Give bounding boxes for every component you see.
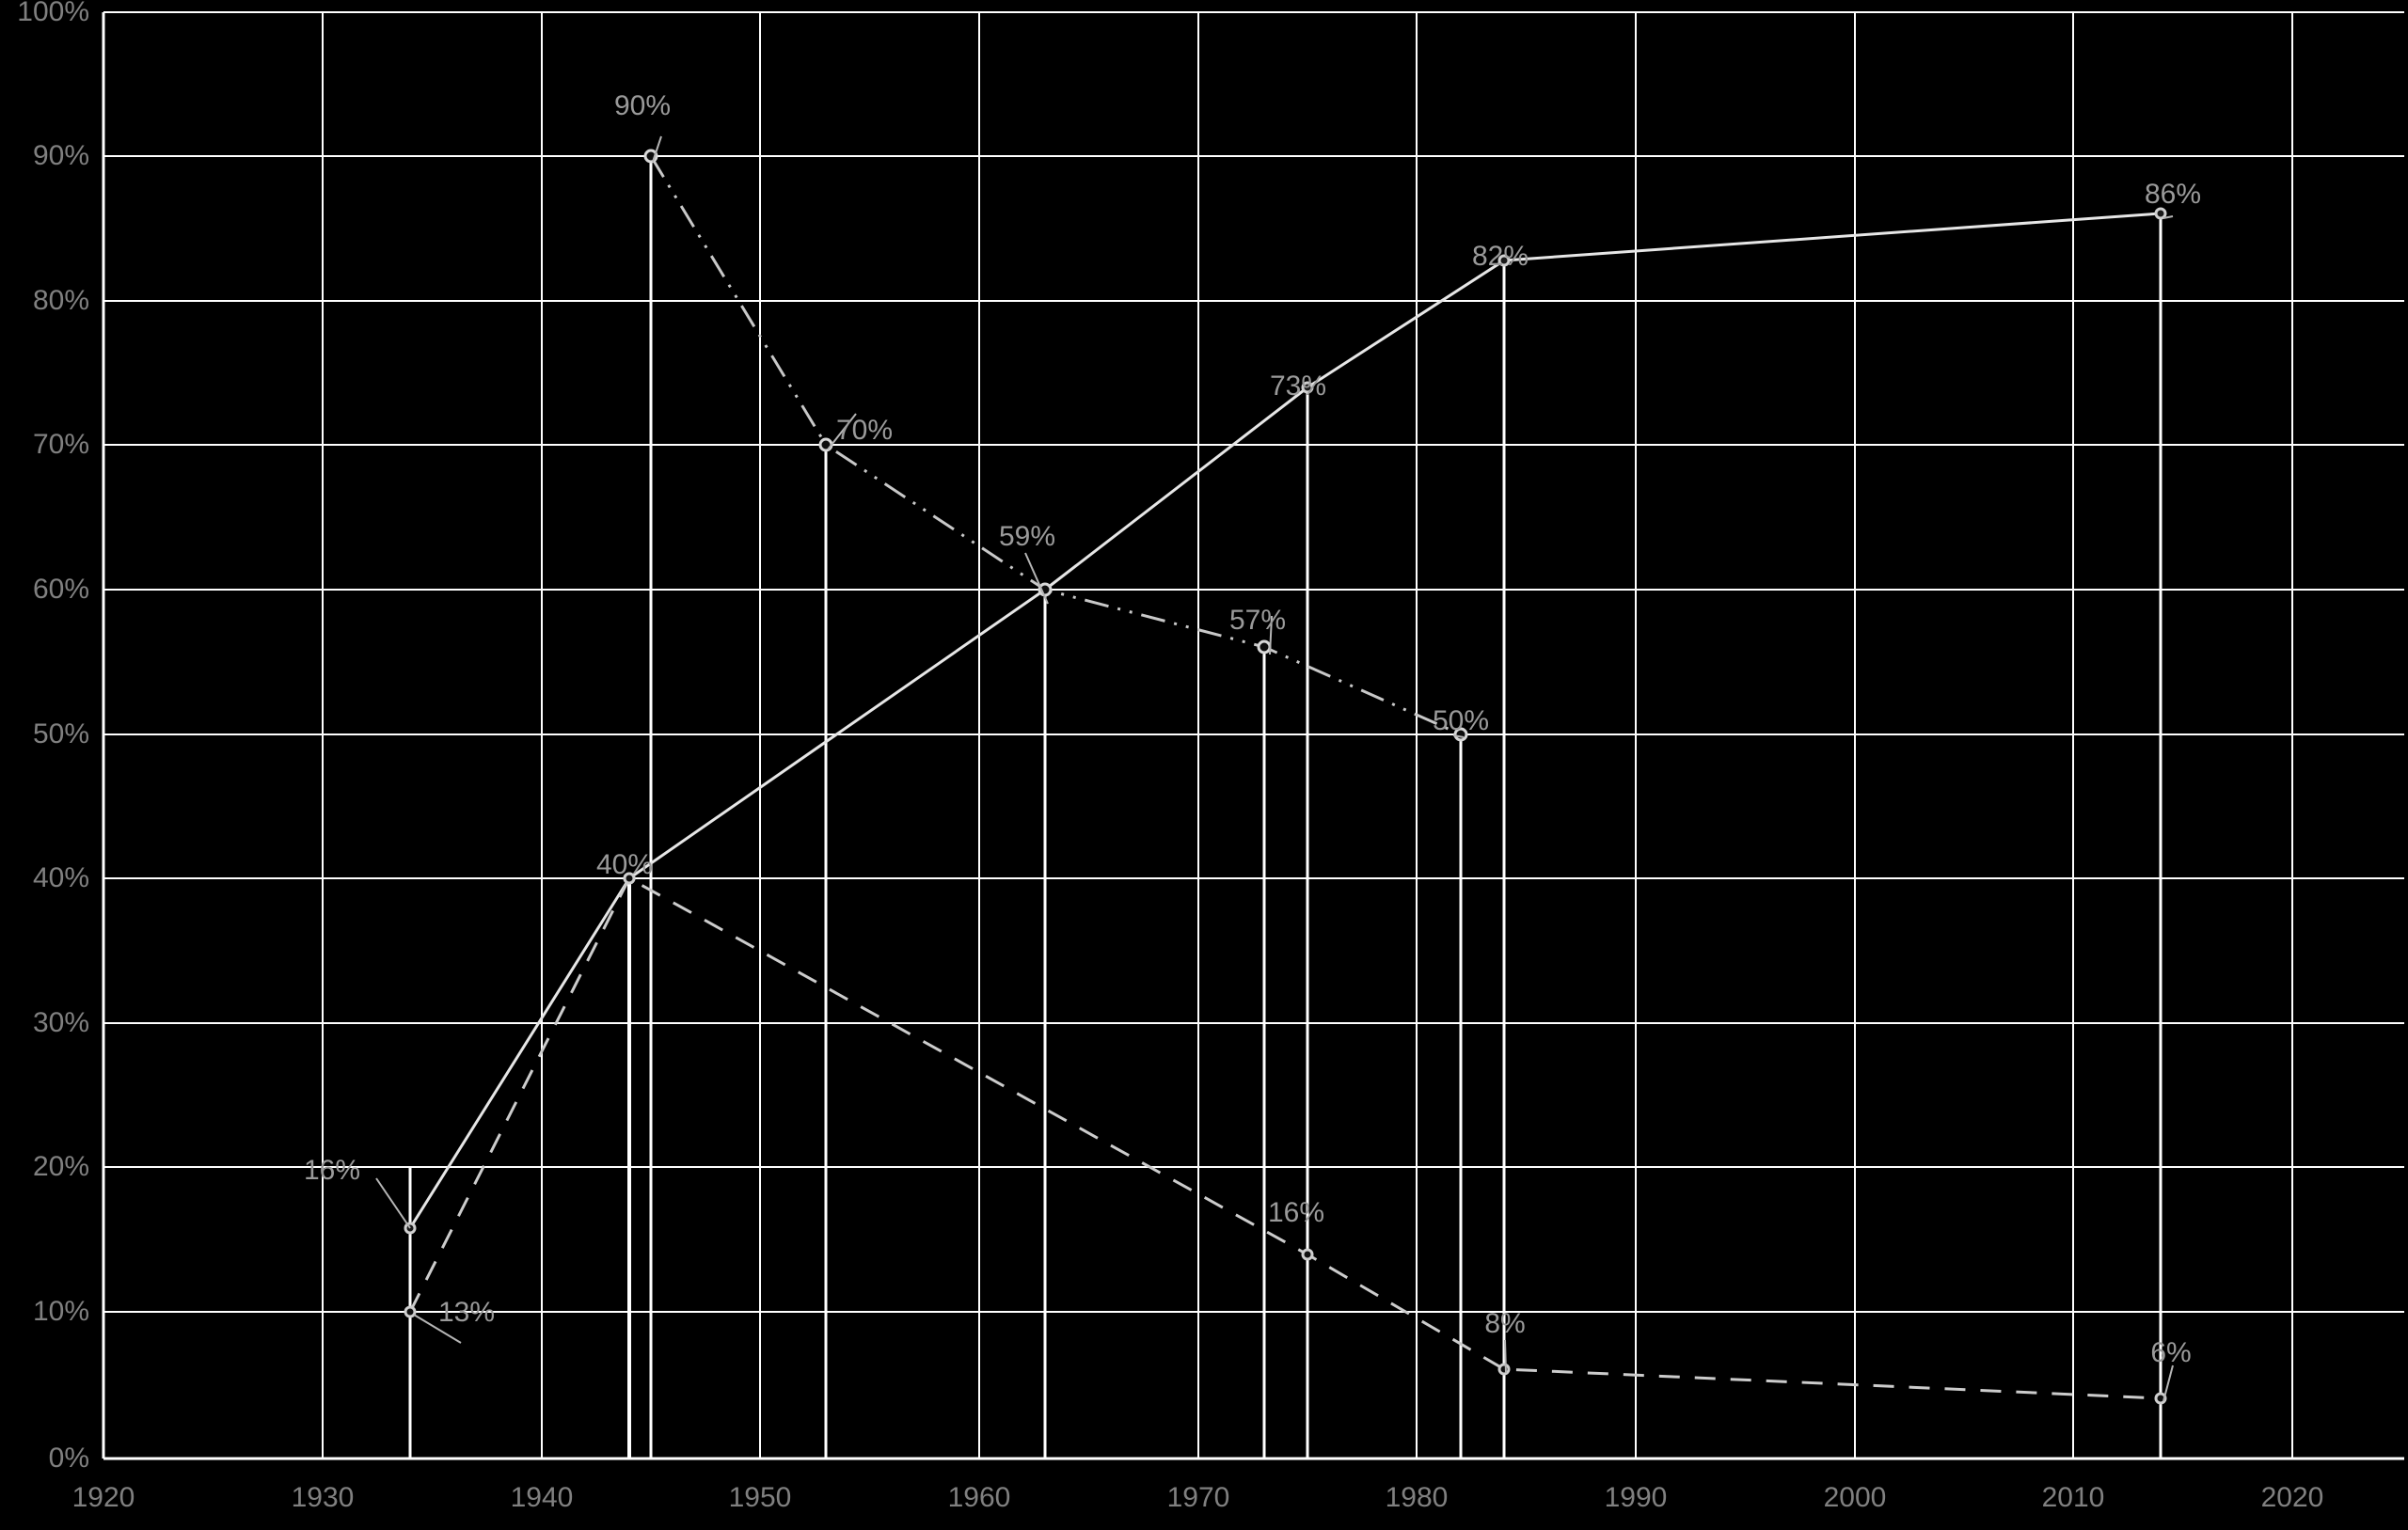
data-label-16-left: 16%: [303, 1155, 361, 1186]
x-tick-label-2000: 2000: [1823, 1482, 1887, 1513]
y-tick-label-20: 20%: [32, 1151, 89, 1182]
data-label-73: 73%: [1269, 371, 1327, 402]
y-tick-label-100: 100%: [17, 0, 89, 27]
series-rising: [404, 207, 2167, 1235]
y-tick-label-0: 0%: [48, 1443, 89, 1474]
data-label-13: 13%: [437, 1297, 496, 1328]
data-label-90: 90%: [613, 90, 672, 121]
data-label-8: 8%: [1484, 1308, 1526, 1339]
label-leader-lines: [375, 135, 2174, 1402]
y-tick-label-80: 80%: [32, 285, 89, 316]
data-label-82: 82%: [1471, 241, 1529, 272]
y-tick-label-50: 50%: [32, 718, 89, 749]
horizontal-gridlines: [103, 11, 2404, 1313]
series-declining-dashed: [404, 872, 2167, 1405]
data-label-40: 40%: [595, 849, 654, 880]
data-label-57: 57%: [1228, 605, 1287, 636]
x-tick-label-1960: 1960: [947, 1482, 1011, 1513]
x-tick-label-1940: 1940: [510, 1482, 574, 1513]
data-label-59: 59%: [998, 521, 1056, 552]
x-tick-label-1970: 1970: [1166, 1482, 1230, 1513]
x-tick-label-2010: 2010: [2041, 1482, 2105, 1513]
x-tick-label-1950: 1950: [728, 1482, 792, 1513]
y-tick-label-10: 10%: [32, 1296, 89, 1327]
x-tick-label-1980: 1980: [1385, 1482, 1449, 1513]
x-tick-label-2020: 2020: [2260, 1482, 2324, 1513]
y-tick-label-40: 40%: [32, 862, 89, 893]
data-label-6: 6%: [2150, 1337, 2192, 1368]
series-declining-dashdot: [643, 149, 1468, 742]
data-label-50: 50%: [1432, 705, 1490, 736]
y-tick-label-90: 90%: [32, 140, 89, 171]
y-tick-label-70: 70%: [32, 429, 89, 460]
x-tick-label-1920: 1920: [71, 1482, 135, 1513]
y-tick-label-60: 60%: [32, 574, 89, 605]
vertical-gridlines: [322, 12, 2293, 1459]
data-label-16-right: 16%: [1267, 1197, 1325, 1228]
y-tick-label-30: 30%: [32, 1007, 89, 1038]
droplines-group: [408, 156, 2162, 1459]
x-tick-label-1990: 1990: [1604, 1482, 1668, 1513]
x-tick-label-1930: 1930: [291, 1482, 355, 1513]
data-label-70: 70%: [835, 415, 894, 446]
data-label-86: 86%: [2144, 179, 2202, 210]
